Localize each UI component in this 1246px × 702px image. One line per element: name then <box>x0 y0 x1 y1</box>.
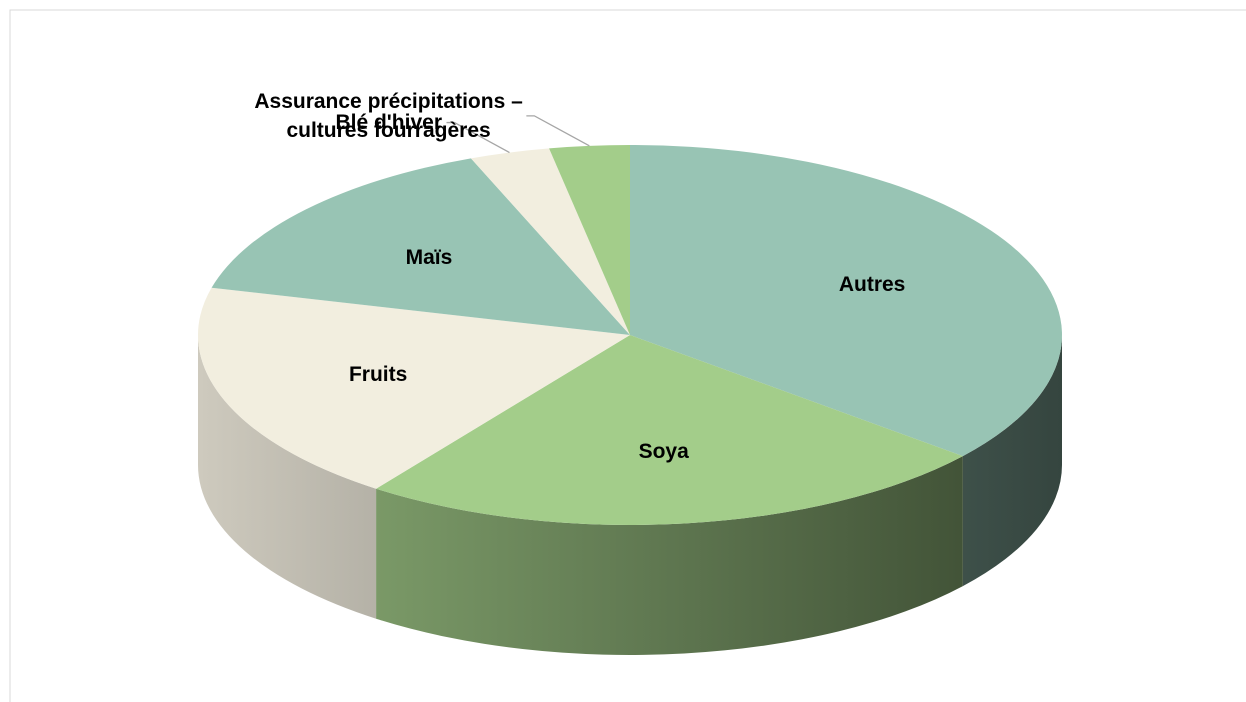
frame <box>9 9 1246 702</box>
slice <box>211 158 630 335</box>
slice <box>549 145 630 335</box>
slice-side <box>197 335 377 619</box>
slice-label: Fruits <box>348 363 408 387</box>
leader-line <box>526 115 590 147</box>
slice <box>197 287 630 489</box>
slice-label: Assurance précipitations – cultures four… <box>254 89 523 142</box>
leader-line <box>446 121 510 154</box>
slice-side <box>376 456 963 656</box>
slice-side <box>962 335 1062 587</box>
slice-label: Blé d'hiver <box>335 111 442 135</box>
slice <box>470 148 630 335</box>
slice-label: Autres <box>838 273 906 297</box>
slice-label: Maïs <box>405 245 453 269</box>
slice-label: Soya <box>638 440 689 464</box>
slice <box>376 335 963 525</box>
slice <box>630 145 1063 457</box>
